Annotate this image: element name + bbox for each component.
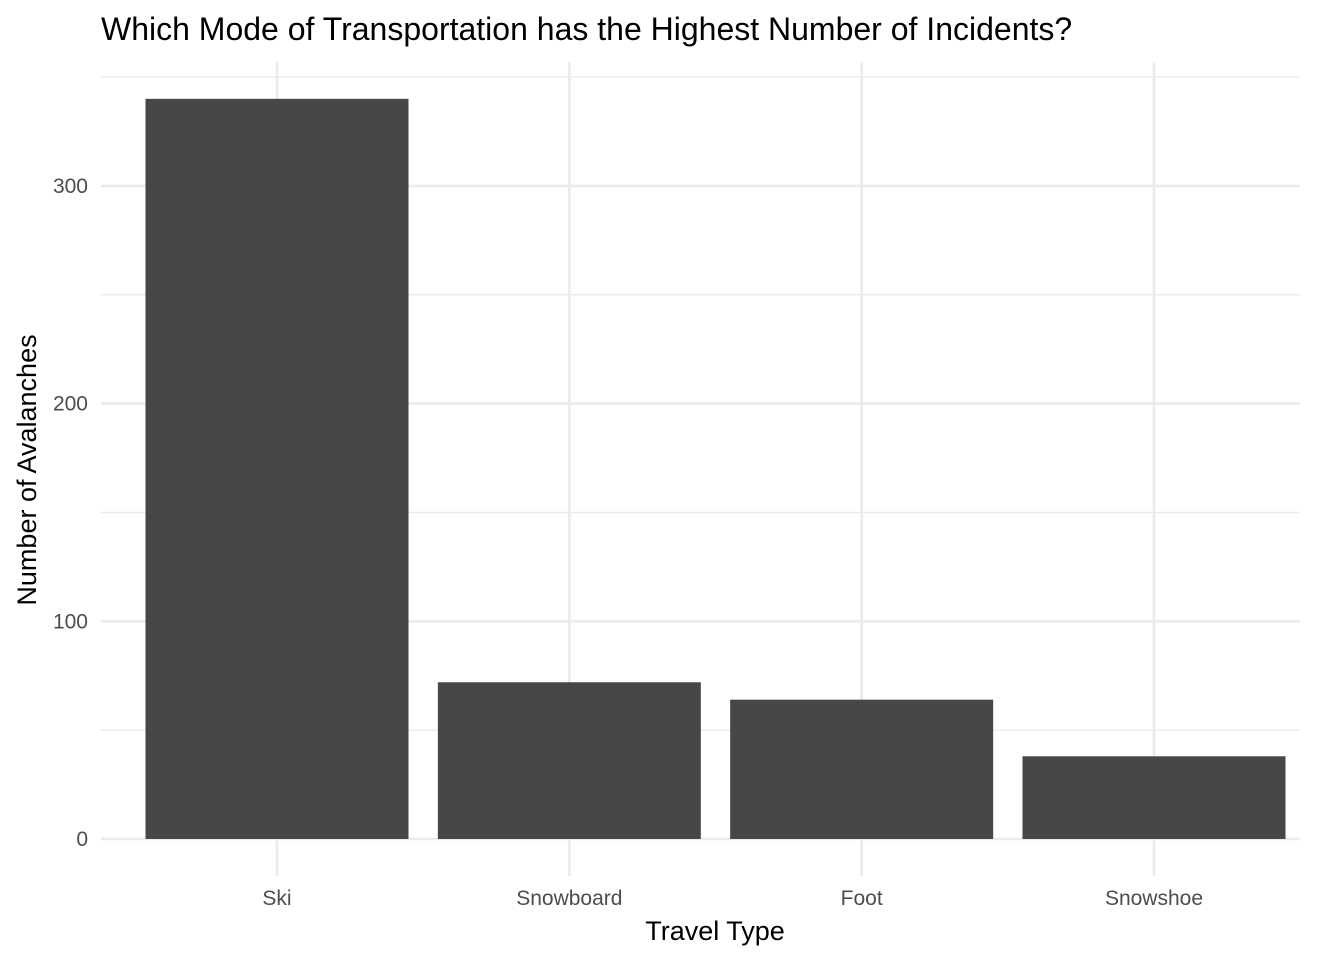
x-tick-label: Snowboard xyxy=(516,887,622,910)
x-axis-title: Travel Type xyxy=(645,916,785,946)
chart-title: Which Mode of Transportation has the Hig… xyxy=(101,11,1072,47)
y-axis-title: Number of Avalanches xyxy=(12,334,42,605)
y-tick-label: 200 xyxy=(53,393,88,416)
bar-snowshoe xyxy=(1022,756,1286,839)
x-tick-label: Foot xyxy=(841,887,883,910)
bars xyxy=(145,98,1286,839)
y-tick-label: 100 xyxy=(53,610,88,633)
bar-foot xyxy=(730,699,994,839)
bar-snowboard xyxy=(437,682,701,839)
y-tick-label: 0 xyxy=(76,828,88,851)
bar-ski xyxy=(145,98,409,839)
x-tick-label: Ski xyxy=(262,887,291,910)
x-tick-label: Snowshoe xyxy=(1105,887,1203,910)
y-axis-tick-labels: 0 100 200 300 xyxy=(53,175,88,851)
x-axis-tick-labels: Ski Snowboard Foot Snowshoe xyxy=(262,887,1203,910)
y-tick-label: 300 xyxy=(53,175,88,198)
